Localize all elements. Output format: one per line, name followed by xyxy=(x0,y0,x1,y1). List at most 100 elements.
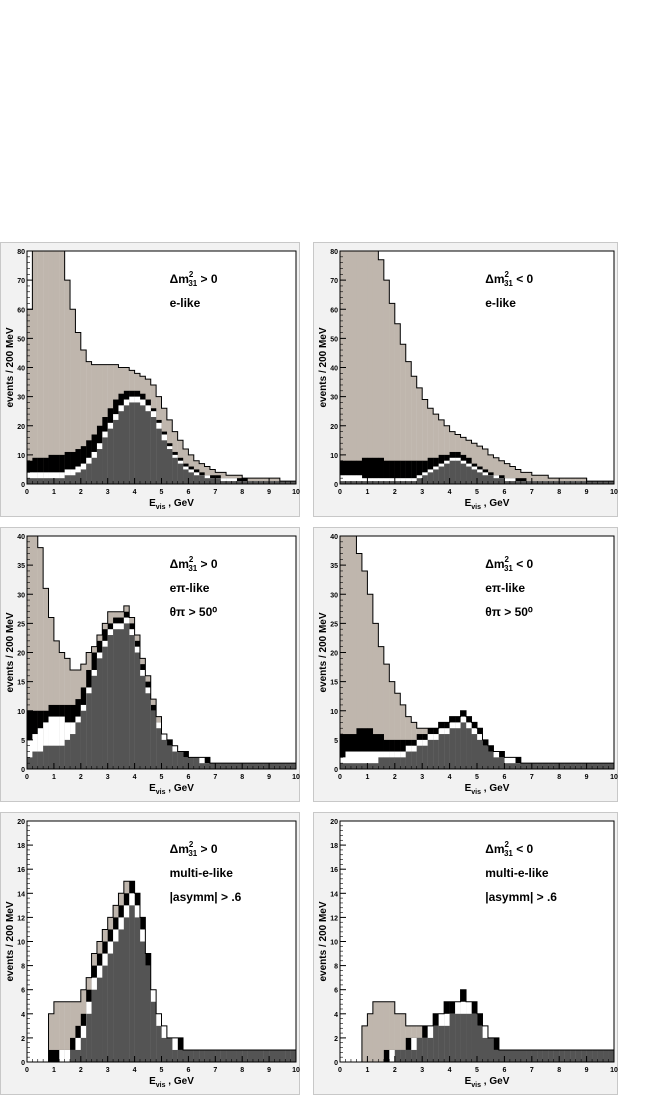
bar-s1-b33 xyxy=(515,469,521,484)
bar-s3-b6 xyxy=(53,716,60,769)
bar-s4-b40 xyxy=(236,763,243,769)
x-tick-label: 4 xyxy=(133,1067,137,1074)
bar-s4-b18 xyxy=(118,629,124,769)
bar-s4-b30 xyxy=(183,469,189,484)
x-tick-label: 5 xyxy=(475,489,479,496)
bar-s4-b13 xyxy=(91,675,98,769)
bar-s4-b36 xyxy=(215,763,221,769)
bar-s4-b15 xyxy=(416,1037,423,1062)
bar-s4-b42 xyxy=(247,763,254,769)
bar-s4-b37 xyxy=(537,1049,543,1062)
bar-s1-b9 xyxy=(383,280,390,485)
x-tick-label: 9 xyxy=(267,489,271,496)
bar-s1-b5 xyxy=(48,617,55,769)
bar-s1-b10 xyxy=(389,1001,395,1062)
y-axis-title: events / 200 MeV xyxy=(5,901,16,981)
bar-s3-b33 xyxy=(199,757,205,769)
bar-s1-b6 xyxy=(53,640,60,769)
bar-s4-b15 xyxy=(102,965,108,1062)
bar-s4-b34 xyxy=(520,1049,527,1062)
bar-s4-b12 xyxy=(400,1049,406,1062)
bar-s1-b11 xyxy=(394,693,401,769)
bar-s4-b16 xyxy=(107,953,114,1062)
bar-s4-b47 xyxy=(592,481,598,484)
bar-s2-b7 xyxy=(372,734,379,769)
bar-s4-b10 xyxy=(75,722,81,769)
y-tick-label: 30 xyxy=(17,592,25,599)
bar-s4-b48 xyxy=(597,763,604,769)
bar-s1-b12 xyxy=(86,361,92,484)
bar-s4-b37 xyxy=(220,1049,227,1062)
bar-s1-b31 xyxy=(504,463,511,484)
bar-s4-b46 xyxy=(269,763,275,769)
x-tick-label: 1 xyxy=(52,774,56,781)
bar-s4-b28 xyxy=(172,751,178,769)
bar-s4-b27 xyxy=(166,1037,173,1062)
bar-s1-b2 xyxy=(345,536,352,769)
bar-s4-b46 xyxy=(586,1049,593,1062)
bar-s2-b9 xyxy=(383,1049,390,1062)
bar-s2-b4 xyxy=(356,728,363,769)
bar-s4-b27 xyxy=(166,745,173,769)
x-axis-title: Evis , GeV xyxy=(465,498,510,511)
bar-s4-b26 xyxy=(161,1037,168,1062)
bar-s4-b27 xyxy=(482,475,489,484)
x-tick-label: 7 xyxy=(213,774,217,781)
bar-s3-b5 xyxy=(48,716,55,769)
bar-s4-b46 xyxy=(586,481,593,484)
bar-s4-b25 xyxy=(156,728,162,769)
y-tick-label: 35 xyxy=(17,563,25,570)
bar-s4-b28 xyxy=(172,1049,178,1062)
bar-s4-b9 xyxy=(70,734,76,769)
x-axis-title: Evis , GeV xyxy=(149,783,194,796)
y-axis-title: events / 200 MeV xyxy=(318,327,329,407)
bar-s4-b2 xyxy=(32,751,38,769)
bar-s4-b29 xyxy=(493,757,500,769)
bar-s4-b39 xyxy=(231,481,237,484)
bar-s2-b6 xyxy=(367,457,374,484)
x-tick-label: 3 xyxy=(420,489,424,496)
bar-s4-b13 xyxy=(91,457,98,484)
x-tick-label: 2 xyxy=(79,489,83,496)
x-tick-label: 6 xyxy=(186,1067,190,1074)
x-tick-label: 3 xyxy=(106,489,110,496)
bar-s1-b8 xyxy=(64,1001,71,1062)
y-tick-label: 50 xyxy=(330,336,338,343)
bar-s3-b1 xyxy=(27,739,33,770)
bar-s1-b3 xyxy=(37,251,44,484)
bar-s4-b43 xyxy=(252,1049,259,1062)
bar-s4-b49 xyxy=(285,1049,291,1062)
bar-s3-b10 xyxy=(75,1037,81,1062)
y-tick-label: 20 xyxy=(330,424,338,431)
bar-s4-b44 xyxy=(575,1049,582,1062)
bar-s3-b5 xyxy=(48,472,55,484)
bar-s1-b8 xyxy=(378,1001,384,1062)
y-tick-label: 30 xyxy=(17,395,25,402)
bar-s4-b30 xyxy=(183,757,189,769)
bar-s1-b10 xyxy=(389,303,395,484)
y-tick-label: 6 xyxy=(334,988,338,995)
bar-s4-b41 xyxy=(559,763,565,769)
bar-s1-b38 xyxy=(542,475,549,484)
bar-s4-b12 xyxy=(86,1013,92,1062)
bar-s3-b3 xyxy=(37,472,44,484)
x-tick-label: 0 xyxy=(338,489,342,496)
x-tick-label: 4 xyxy=(448,1067,452,1074)
x-tick-label: 6 xyxy=(502,1067,506,1074)
bar-s4-b45 xyxy=(263,481,270,484)
bar-s4-b45 xyxy=(581,1049,587,1062)
bar-s2-b2 xyxy=(345,460,352,484)
bar-s4-b23 xyxy=(145,411,151,484)
bar-s2-b3 xyxy=(350,734,357,769)
y-tick-label: 30 xyxy=(330,592,338,599)
bar-s4-b24 xyxy=(150,1001,157,1062)
bar-s2-b3 xyxy=(37,457,44,484)
bar-s4-b21 xyxy=(134,917,141,1062)
bar-s1-b8 xyxy=(378,646,384,769)
bar-s2-b11 xyxy=(394,460,401,484)
bar-s2-b6 xyxy=(53,454,60,485)
bar-s4-b44 xyxy=(258,763,264,769)
bar-s3-b8 xyxy=(64,1049,71,1062)
bar-s4-b47 xyxy=(274,763,281,769)
annotation-cut: θπ > 50⁰ xyxy=(485,605,533,619)
